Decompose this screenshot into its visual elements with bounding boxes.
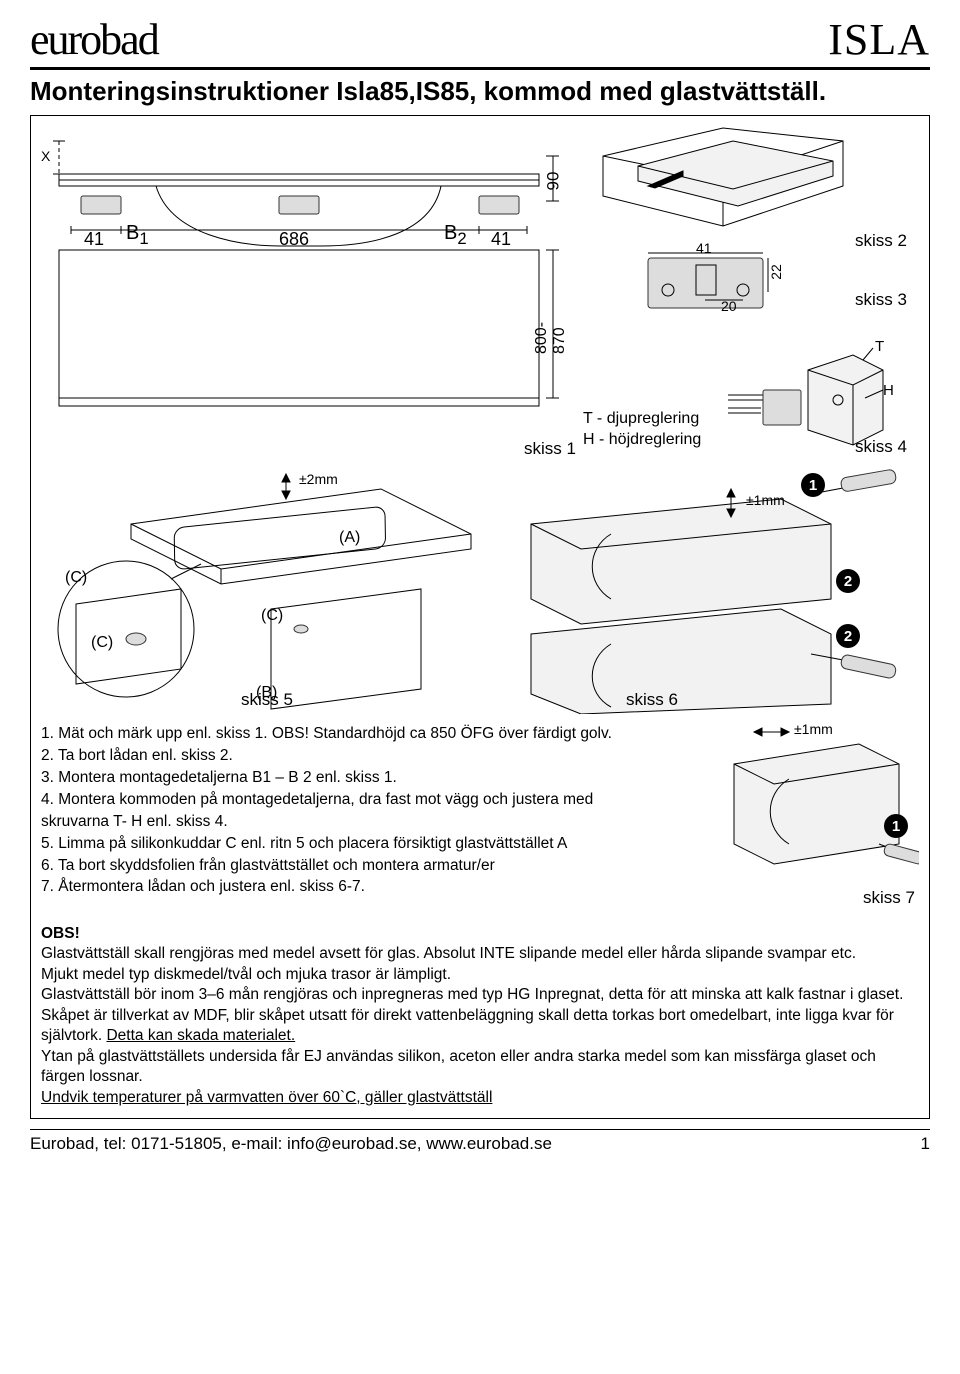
dim-800-870: 800-870 [533,314,569,354]
footer: Eurobad, tel: 0171-51805, e-mail: info@e… [30,1129,930,1154]
skiss3: 41 22 20 skiss 3 [583,250,919,330]
tol1b: ±1mm [794,721,833,737]
num1: 1 [801,473,825,497]
obs-p3: Glastvättställ bör inom 3–6 mån rengjöra… [41,985,919,1005]
page-number: 1 [921,1134,930,1154]
t-mark: T [875,338,884,355]
diagram-container: X 41 B1 686 B2 41 90 800-870 skiss 1 [30,115,930,1119]
tol1a: ±1mm [746,492,785,508]
num1b: 1 [884,814,908,838]
dim-686: 686 [279,229,309,250]
step-4b: skruvarna T- H enl. skiss 4. [41,812,701,833]
legend-h: H - höjdreglering [583,430,713,451]
dim-22: 22 [768,264,784,280]
dim-41b: 41 [491,229,511,250]
dim-x: X [41,148,50,164]
step-4: 4. Montera kommoden på montagedetaljerna… [41,790,701,811]
label-b2: B2 [444,222,467,249]
skiss3-label: skiss 3 [855,290,907,310]
obs-p2: Mjukt medel typ diskmedel/tvål och mjuka… [41,965,919,985]
skiss2-label: skiss 2 [855,231,907,251]
mark-c1: (C) [65,569,87,587]
skiss1-label: skiss 1 [524,439,576,459]
step-2: 2. Ta bort lådan enl. skiss 2. [41,746,701,767]
step-5: 5. Limma på silikonkuddar C enl. ritn 5 … [41,834,701,855]
skiss1: X 41 B1 686 B2 41 90 800-870 skiss 1 [41,126,571,455]
legend-t: T - djupreglering [583,409,713,430]
brand-logo: eurobad [30,14,158,65]
step-1: 1. Mät och märk upp enl. skiss 1. OBS! S… [41,724,701,745]
h-mark: H [883,382,894,399]
dim-41c: 41 [696,240,712,256]
dim-41a: 41 [84,229,104,250]
skiss2: skiss 2 [583,126,919,246]
instruction-list: 1. Mät och märk upp enl. skiss 1. OBS! S… [41,724,701,914]
page-title: Monteringsinstruktioner Isla85,IS85, kom… [30,76,930,107]
footer-contact: Eurobad, tel: 0171-51805, e-mail: info@e… [30,1134,552,1154]
step-3: 3. Montera montagedetaljerna B1 – B 2 en… [41,768,701,789]
step-7: 7. Återmontera lådan och justera enl. sk… [41,877,701,898]
obs-block: OBS! Glastvättställ skall rengjöras med … [41,924,919,1108]
obs-p6: Undvik temperaturer på varmvatten över 6… [41,1088,919,1108]
step-6: 6. Ta bort skyddsfolien från glastvättst… [41,856,701,877]
skiss6-label: skiss 6 [626,690,678,710]
obs-p1: Glastvättställ skall rengjöras med medel… [41,944,919,964]
num2a: 2 [836,569,860,593]
mark-c2: (C) [91,634,113,652]
obs-p4: Skåpet är tillverkat av MDF, blir skåpet… [41,1006,919,1047]
skiss5-label: skiss 5 [241,690,293,710]
skiss4: T - djupreglering H - höjdreglering [583,330,919,455]
label-b1: B1 [126,222,149,249]
header: eurobad ISLA [30,14,930,70]
num2b: 2 [836,624,860,648]
skiss4-label: skiss 4 [855,437,907,457]
dim-20: 20 [721,298,737,314]
obs-header: OBS! [41,924,919,944]
dim-90: 90 [543,172,563,191]
mark-a: (A) [339,529,360,547]
product-name: ISLA [828,14,930,65]
skiss5: ±2mm (A) (C) (C) (C) (B) skiss 5 [41,469,481,714]
skiss6: ±1mm 1 2 2 skiss 6 [501,469,919,714]
obs-p5: Ytan på glastvättställets undersida får … [41,1047,919,1088]
skiss7: ±1mm 1 skiss 7 [719,724,919,914]
mark-c3: (C) [261,607,283,625]
tol2: ±2mm [299,471,338,487]
skiss7-label: skiss 7 [863,888,915,908]
